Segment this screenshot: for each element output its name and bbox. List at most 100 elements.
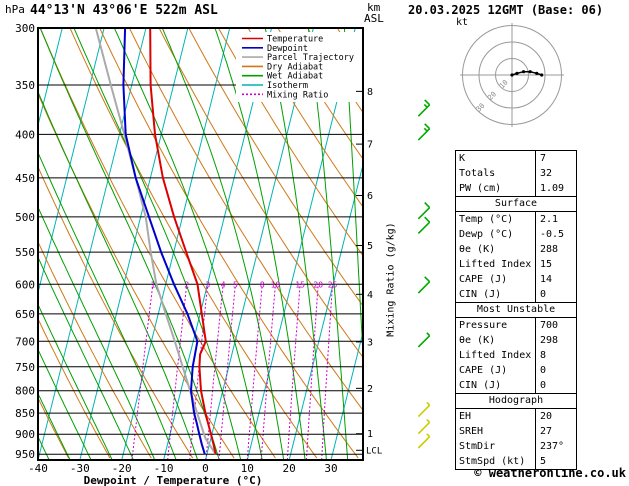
pressure-tick-label: 900 bbox=[15, 428, 35, 441]
table-row-value: 27 bbox=[535, 424, 576, 439]
x-axis-label: Dewpoint / Temperature (°C) bbox=[83, 474, 263, 486]
km-axis: 8 7 6 5 4 3 2 1 LCL bbox=[356, 87, 382, 456]
table-row: CAPE (J) 0 bbox=[456, 363, 576, 378]
table-row-value: -0.5 bbox=[535, 227, 576, 242]
table-section: Surface Temp (°C) 2.1 Dewp (°C) -0.5 θe (K) 28… bbox=[455, 196, 577, 303]
table-row: Pressure (mb) 700 bbox=[456, 318, 576, 333]
km-tick-label: 5 bbox=[367, 241, 373, 252]
table-row-label: Dewp (°C) bbox=[459, 229, 514, 240]
profile-dewpoint bbox=[122, 28, 206, 455]
table-row-label: θe (K) bbox=[459, 244, 496, 255]
table-section: Most Unstable Pressure (mb) 700 θe (K) 298Li… bbox=[455, 302, 577, 394]
table-row-label: SREH bbox=[459, 426, 484, 437]
pressure-tick-label: 450 bbox=[15, 172, 35, 185]
legend-label: Mixing Ratio bbox=[267, 90, 328, 100]
km-tick-label: 7 bbox=[367, 140, 373, 151]
hodograph-ring-label: 10 bbox=[498, 78, 510, 90]
km-tick-label: 2 bbox=[367, 384, 373, 395]
temp-tick-label: -10 bbox=[154, 462, 174, 475]
table-row-value: 20 bbox=[535, 409, 576, 424]
pressure-tick-label: 350 bbox=[15, 79, 35, 92]
plot-border bbox=[37, 27, 364, 461]
table-row-label: CIN (J) bbox=[459, 289, 502, 300]
altitude-axis-unit-km: km bbox=[367, 1, 381, 14]
mixing-ratio-tick-label: 3 bbox=[205, 280, 210, 289]
km-tick-label: 3 bbox=[367, 337, 373, 348]
temp-tick-label: -30 bbox=[70, 462, 90, 475]
hodograph-ring-label: 20 bbox=[486, 90, 498, 102]
hodograph-ring-label: 30 bbox=[475, 102, 487, 114]
table-row: PW (cm) 1.09 bbox=[456, 181, 576, 196]
profile-curves bbox=[94, 28, 217, 455]
mixing-ratio-tick-label: 15 bbox=[295, 280, 305, 289]
table-row-label: StmSpd (kt) bbox=[459, 456, 526, 467]
table-row-value: 700 bbox=[535, 318, 576, 333]
temp-tick-label: 0 bbox=[202, 462, 209, 475]
profile-temperature bbox=[149, 28, 217, 455]
table-row-label: Lifted Index bbox=[459, 259, 532, 270]
table-row-value: 14 bbox=[535, 272, 576, 287]
pressure-tick-label: 700 bbox=[15, 335, 35, 348]
table-row-value: 7 bbox=[535, 151, 576, 166]
pressure-tick-label: 300 bbox=[15, 22, 35, 35]
lcl-label: LCL bbox=[366, 446, 382, 456]
table-row-label: CAPE (J) bbox=[459, 274, 508, 285]
table-row: SREH 27 bbox=[456, 424, 576, 439]
temp-tick-label: 20 bbox=[283, 462, 296, 475]
pressure-tick-label: 500 bbox=[15, 211, 35, 224]
km-tick-label: 8 bbox=[367, 87, 373, 98]
pressure-tick-label: 400 bbox=[15, 128, 35, 141]
table-row-value: 298 bbox=[535, 333, 576, 348]
temp-tick-label: 30 bbox=[324, 462, 337, 475]
table-row-label: Lifted Index bbox=[459, 350, 532, 361]
table-row-value: 0 bbox=[535, 363, 576, 378]
pressure-tick-label: 650 bbox=[15, 308, 35, 321]
table-row-value: 0 bbox=[535, 378, 576, 393]
table-row: EH 20 bbox=[456, 409, 576, 424]
mixing-ratio-axis-label: Mixing Ratio (g/kg) bbox=[385, 222, 397, 337]
km-tick-label: 1 bbox=[367, 429, 373, 440]
mixing-ratio-tick-label: 25 bbox=[328, 280, 338, 289]
datetime-title: 20.03.2025 12GMT (Base: 06) bbox=[408, 3, 604, 17]
pressure-tick-label: 550 bbox=[15, 246, 35, 259]
mixing-ratio-tick-label: 5 bbox=[233, 280, 238, 289]
temp-axis-labels: -40 -30 -20 -10 0 10 20 30 bbox=[28, 462, 338, 475]
table-row: CAPE (J) 14 bbox=[456, 272, 576, 287]
legend-label: Temperature bbox=[267, 35, 323, 45]
table-row: Temp (°C) 2.1 bbox=[456, 212, 576, 227]
hodograph-unit-label: kt bbox=[456, 17, 469, 28]
table-row-value: 1.09 bbox=[535, 181, 576, 196]
table-row-label: K bbox=[459, 153, 466, 164]
profile-parcel-trajectory bbox=[94, 28, 217, 455]
table-section: Hodograph EH 20 SREH 27 StmDir 237° StmSpd (kt)… bbox=[455, 393, 577, 470]
table-row-label: StmDir bbox=[459, 441, 496, 452]
pressure-tick-label: 750 bbox=[15, 361, 35, 374]
table-row-label: CIN (J) bbox=[459, 380, 502, 391]
table-row-value: 237° bbox=[535, 439, 576, 454]
pressure-axis-unit: hPa bbox=[5, 3, 25, 16]
legend-label: Parcel Trajectory bbox=[267, 53, 354, 63]
mixing-ratio-tick-label: 4 bbox=[221, 280, 226, 289]
legend-label: Dry Adiabat bbox=[267, 62, 323, 72]
table-row: StmSpd (kt) 5 bbox=[456, 454, 576, 469]
km-tick-label: 4 bbox=[367, 290, 373, 301]
pressure-axis-labels: 300 350 400 450 500 550 600 650 700 750 800 850 900 9… bbox=[15, 22, 35, 461]
table-row: Lifted Index 8 bbox=[456, 348, 576, 363]
table-row: θe (K) 298 bbox=[456, 333, 576, 348]
km-tick-label: 6 bbox=[367, 191, 373, 202]
table-row-value: 32 bbox=[535, 166, 576, 181]
mixing-ratio-tick-label: 8 bbox=[260, 280, 265, 289]
legend-label: Wet Adiabat bbox=[267, 72, 323, 82]
pressure-tick-label: 850 bbox=[15, 407, 35, 420]
table-row-value: 15 bbox=[535, 257, 576, 272]
table-section-header: Most Unstable bbox=[456, 303, 576, 318]
table-row-value: 5 bbox=[535, 454, 576, 469]
pressure-tick-label: 600 bbox=[15, 278, 35, 291]
mixing-ratio-tick-label: 10 bbox=[271, 280, 281, 289]
